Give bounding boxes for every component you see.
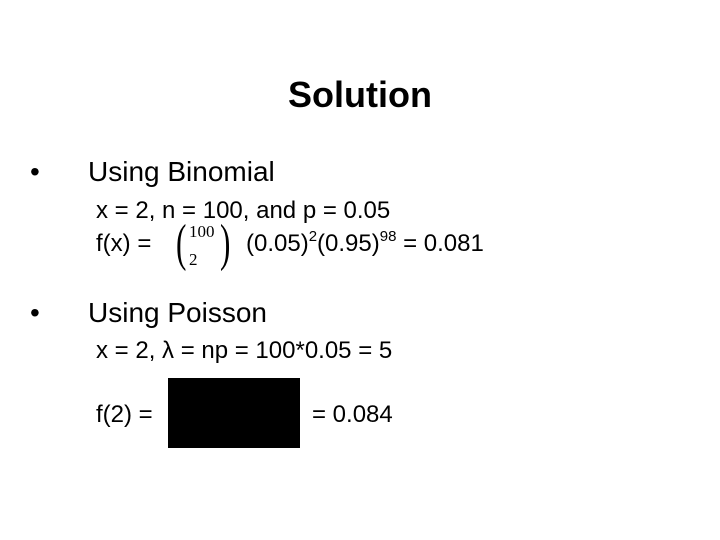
exp1: 2 xyxy=(308,228,318,245)
binomial-params: x = 2, n = 100, and p = 0.05 xyxy=(96,197,391,224)
formula-image-placeholder xyxy=(168,378,300,448)
poisson-formula-lhs: f(2) = xyxy=(96,401,153,428)
coef-bottom: 2 xyxy=(189,250,198,269)
binomial-result: = 0.081 xyxy=(403,230,484,257)
binomial-formula-rhs: (0.05)2(0.95)98 = 0.081 xyxy=(246,228,484,258)
poisson-result: = 0.084 xyxy=(312,401,393,428)
poisson-params: x = 2, λ = np = 100*0.05 = 5 xyxy=(96,337,393,364)
binomial-heading: Using Binomial xyxy=(88,156,275,187)
slide-title: Solution xyxy=(288,74,432,115)
exp2: 98 xyxy=(379,228,397,245)
right-paren: ) xyxy=(220,215,231,272)
binomial-formula-lhs: f(x) = xyxy=(96,230,152,257)
coef-top: 100 xyxy=(189,222,215,241)
bullet-icon: • xyxy=(30,297,40,328)
term2: (0.95) xyxy=(317,230,380,257)
bullet-icon: • xyxy=(30,156,40,187)
term1: (0.05) xyxy=(246,230,309,257)
poisson-heading: Using Poisson xyxy=(88,297,267,328)
left-paren: ( xyxy=(176,215,187,272)
